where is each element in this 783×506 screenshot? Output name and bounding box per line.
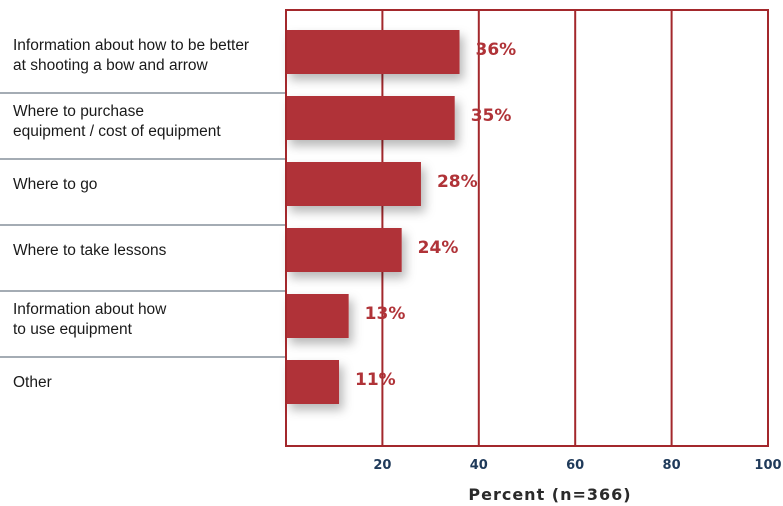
bar [286,294,349,338]
x-tick-label: 100 [754,458,781,473]
gridlines [381,10,673,446]
value-label: 28% [437,172,478,192]
x-tick-labels: 20 40 60 80 100 [373,458,781,473]
value-labels: 36% 35% 28% 24% 13% 11% [355,40,516,390]
category-label-line: Where to take lessons [13,242,167,259]
category-label: Where to take lessons [13,242,167,259]
category-label-line: Where to go [13,176,97,193]
x-axis-title: Percent (n=366) [468,485,631,504]
value-label: 24% [418,238,459,258]
x-tick-label: 40 [470,458,488,473]
bar [286,96,455,140]
category-label: Where to go [13,176,97,193]
bar [286,162,421,206]
bars [286,30,460,404]
category-label: Where to purchase equipment / cost of equ… [13,103,221,140]
category-label: Information about how to be better at sho… [13,37,249,74]
value-label: 35% [471,106,512,126]
category-labels: Information about how to be better at sho… [13,37,249,391]
category-label-line: to use equipment [13,321,133,338]
category-label-line: Information about how [13,301,167,318]
category-label-line: Information about how to be better [13,37,249,54]
category-label-line: Where to purchase [13,103,144,120]
value-label: 11% [355,370,396,390]
plot-border [285,9,769,447]
category-label-line: equipment / cost of equipment [13,123,221,140]
x-tick-label: 80 [663,458,681,473]
category-label: Other [13,374,52,391]
bar [286,228,402,272]
plot-frame [285,9,769,447]
value-label: 13% [365,304,406,324]
bar [286,360,340,404]
row-separators [0,92,286,358]
x-tick-label: 20 [373,458,391,473]
value-label: 36% [476,40,517,60]
category-label-line: Other [13,374,52,391]
category-label: Information about how to use equipment [13,301,167,338]
category-label-line: at shooting a bow and arrow [13,57,209,74]
bar [286,30,460,74]
x-tick-label: 60 [566,458,584,473]
